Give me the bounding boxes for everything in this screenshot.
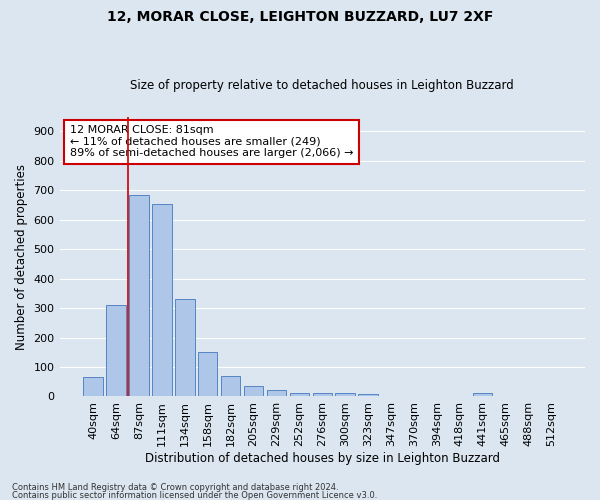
Bar: [290, 393, 309, 396]
Bar: [473, 393, 493, 396]
Text: Contains public sector information licensed under the Open Government Licence v3: Contains public sector information licen…: [12, 491, 377, 500]
Bar: [335, 393, 355, 396]
Bar: [175, 300, 194, 396]
Bar: [221, 376, 241, 396]
X-axis label: Distribution of detached houses by size in Leighton Buzzard: Distribution of detached houses by size …: [145, 452, 500, 465]
Bar: [267, 390, 286, 396]
Bar: [152, 204, 172, 396]
Bar: [244, 386, 263, 396]
Bar: [313, 393, 332, 396]
Text: 12, MORAR CLOSE, LEIGHTON BUZZARD, LU7 2XF: 12, MORAR CLOSE, LEIGHTON BUZZARD, LU7 2…: [107, 10, 493, 24]
Bar: [358, 394, 378, 396]
Bar: [198, 352, 217, 397]
Bar: [83, 378, 103, 396]
Y-axis label: Number of detached properties: Number of detached properties: [15, 164, 28, 350]
Text: 12 MORAR CLOSE: 81sqm
← 11% of detached houses are smaller (249)
89% of semi-det: 12 MORAR CLOSE: 81sqm ← 11% of detached …: [70, 125, 353, 158]
Title: Size of property relative to detached houses in Leighton Buzzard: Size of property relative to detached ho…: [130, 79, 514, 92]
Text: Contains HM Land Registry data © Crown copyright and database right 2024.: Contains HM Land Registry data © Crown c…: [12, 484, 338, 492]
Bar: [129, 195, 149, 396]
Bar: [106, 305, 126, 396]
